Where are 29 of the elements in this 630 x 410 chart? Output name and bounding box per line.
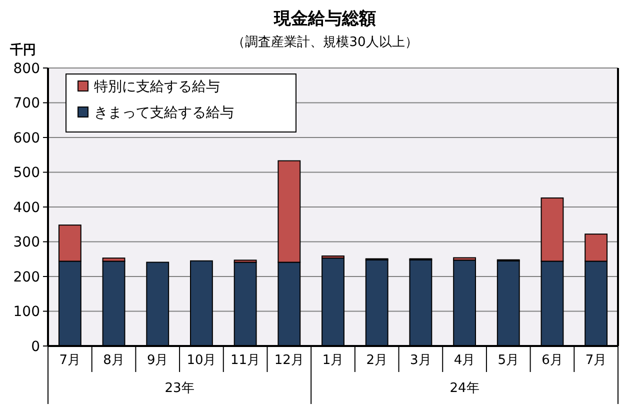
x-tick-label: 5月	[498, 353, 520, 368]
x-tick-label: 1月	[322, 353, 344, 368]
y-axis-title: 千円	[9, 42, 36, 58]
text: 24年	[450, 381, 480, 396]
text: 23年	[164, 381, 194, 396]
y-tick-label: 800	[13, 60, 40, 77]
x-tick-label: 7月	[585, 353, 607, 368]
x-tick-label: 8月	[103, 353, 124, 368]
y-tick-label: 300	[13, 234, 40, 251]
y-tick-label: 700	[13, 96, 40, 112]
x-tick-label: 12月	[274, 353, 304, 368]
x-tick-label: 9月	[146, 353, 168, 368]
legend-label: 特別に支給する給与	[94, 78, 220, 95]
legend-label: きまって支給する給与	[94, 104, 234, 121]
chart-title: 現金給与総額	[273, 9, 376, 29]
y-tick-label: 0	[31, 338, 40, 355]
y-tick-label: 500	[13, 165, 40, 182]
x-tick-label: 11月	[230, 353, 260, 368]
x-tick-label: 7月	[59, 353, 81, 368]
x-tick-label: 10月	[186, 353, 216, 368]
y-tick-label: 100	[13, 304, 40, 320]
x-tick-label: 4月	[454, 353, 476, 368]
chart-subtitle: （調査産業計、規模30人以上）	[232, 34, 418, 50]
x-tick-label: 2月	[366, 353, 388, 368]
x-tick-label: 6月	[542, 353, 563, 368]
y-tick-label: 200	[13, 269, 40, 286]
y-tick-label: 400	[13, 200, 40, 216]
x-tick-label: 3月	[410, 353, 432, 368]
y-tick-label: 600	[13, 130, 40, 146]
